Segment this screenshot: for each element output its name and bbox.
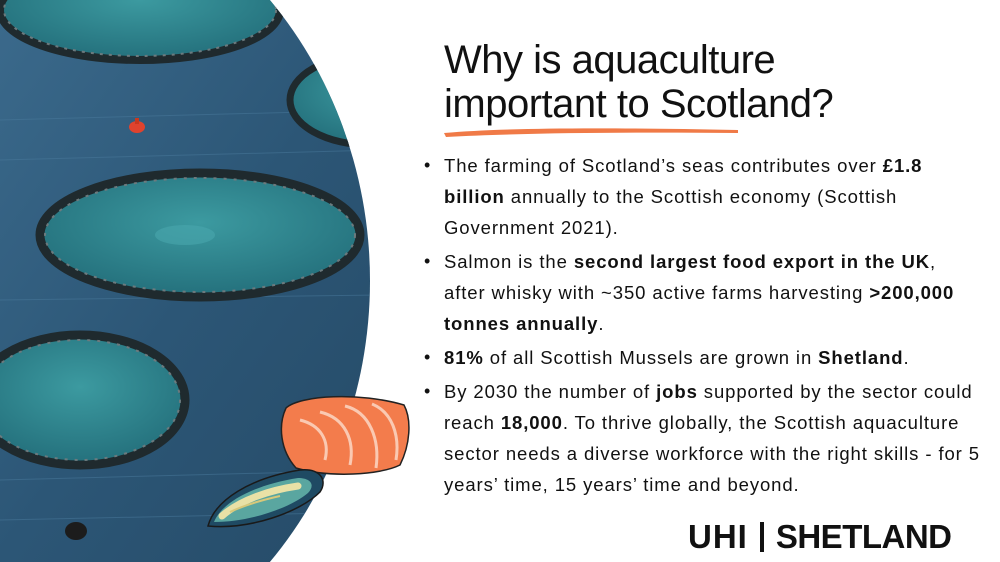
title-line-1: Why is aquaculture	[444, 38, 776, 82]
bullet-text: annually to the Scottish economy (Scotti…	[444, 186, 898, 238]
bullet-text: The farming of Scotland’s seas contribut…	[444, 155, 883, 176]
bullet-highlight: 18,000	[500, 412, 563, 433]
bullet-item: • The farming of Scotland’s seas contribu…	[422, 150, 982, 243]
bullet-list: • The farming of Scotland’s seas contribu…	[422, 150, 982, 503]
logo-divider	[759, 522, 764, 552]
buoy-icon	[65, 522, 87, 540]
bullet-dot: •	[424, 251, 432, 271]
bullet-highlight: jobs	[656, 381, 698, 402]
bullet-highlight: >200,000 tonnes annually	[444, 282, 955, 334]
logo-uhi: UHI	[688, 518, 748, 555]
bullet-item: • Salmon is the second largest food expor…	[422, 246, 982, 339]
bullet-dot: •	[424, 347, 432, 367]
logo-shetland: SHETLAND	[775, 518, 952, 555]
fish-pen	[35, 168, 365, 302]
buoy-icon	[129, 118, 145, 133]
uhi-shetland-logo: UHI SHETLAND	[688, 518, 952, 555]
fish-pen	[286, 51, 370, 149]
bullet-dot: •	[424, 155, 432, 175]
fish-pen	[0, 330, 190, 470]
bullet-text: of all Scottish Mussels are grown in	[483, 347, 819, 368]
bullet-item: • 81% of all Scottish Mussels are grown i…	[422, 342, 982, 373]
mussel-icon	[207, 469, 324, 528]
bullet-text: .	[598, 313, 605, 334]
bullet-highlight: second largest food export in the UK	[573, 251, 931, 272]
bullet-highlight: £1.8 billion	[444, 155, 923, 207]
bullet-dot: •	[424, 381, 432, 401]
bullet-text: .	[903, 347, 910, 368]
salmon-fillet-icon	[280, 395, 410, 475]
bullet-text: By 2030 the number of	[444, 381, 657, 402]
title-underline	[444, 128, 738, 137]
page-title: Why is aquaculture important to Scotland…	[444, 38, 964, 126]
bullet-highlight: Shetland	[818, 347, 904, 368]
bullet-text: Salmon is the	[444, 251, 574, 272]
bullet-text: . To thrive globally, the Scottish aquac…	[444, 412, 980, 495]
bullet-text: , after whisky with ~350 active farms ha…	[444, 251, 937, 303]
bullet-item: • By 2030 the number of jobs supported by…	[422, 376, 982, 500]
title-line-2: important to Scotland?	[444, 82, 834, 126]
bullet-highlight: 81%	[444, 347, 484, 368]
bullet-text: supported by the sector could reach	[444, 381, 973, 433]
